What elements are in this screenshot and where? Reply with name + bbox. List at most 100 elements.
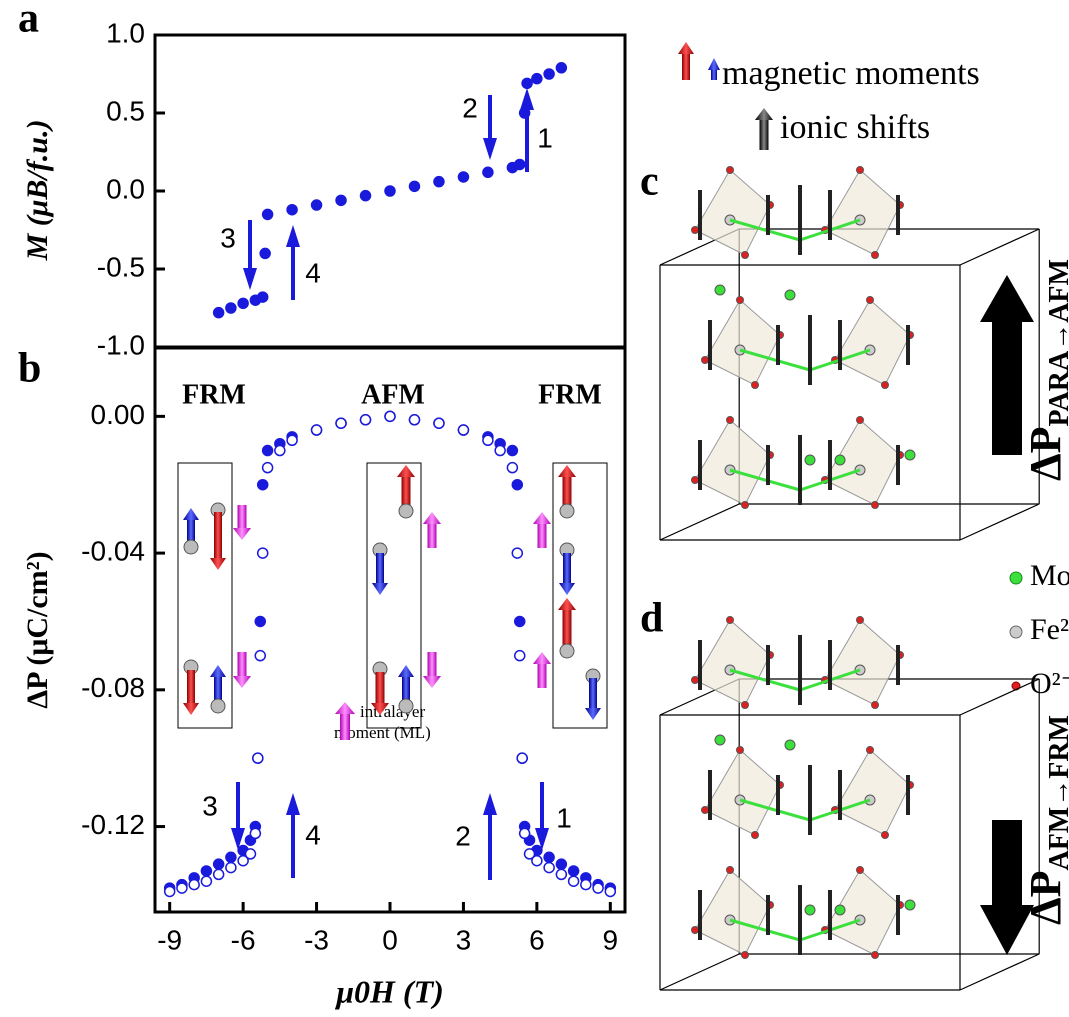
atom [692,927,699,934]
data-point [569,876,579,886]
data-point [245,849,255,859]
annotation-arrowhead [483,138,497,160]
atom [727,417,734,424]
octahedron [695,620,770,705]
spin-arrow [428,524,437,548]
data-point [312,425,322,435]
y-tick-label: -0.5 [97,251,145,282]
data-point [287,205,297,215]
figure: a b c d M (μB/f.u.) ΔP (μC/cm²) μ0H (T) … [0,0,1069,1017]
x-tick-label: 9 [603,924,619,955]
atom [905,900,915,910]
spin-arrow [563,553,571,583]
annotation: FRM [538,379,602,410]
atom [742,502,749,509]
spin-arrowhead [585,708,601,720]
data-point [605,886,615,896]
annotation-arrowhead [243,268,257,290]
atom [727,867,734,874]
octahedron [835,300,910,385]
spin-arrowhead [423,512,441,524]
x-tick-label: -3 [304,924,329,955]
data-point [258,292,268,302]
spin-arrow [187,670,195,703]
octahedron [825,620,900,705]
atom [835,455,845,465]
data-point [177,883,187,893]
data-point [483,435,493,445]
data-point [569,866,579,876]
atom [857,417,864,424]
spin-arrowhead [397,465,415,477]
data-point [263,446,273,456]
polarization-main: ΔP [1021,871,1069,925]
x-axis-label: μ0H (T) [334,973,444,1009]
y-tick-label: -0.08 [81,672,145,703]
atom [835,905,845,915]
annotation: 2 [462,92,478,123]
spin-arrow [538,664,547,688]
y-axis-label: M (μB/f.u.) [21,120,54,262]
data-point [260,248,270,258]
spin-arrow [711,70,717,80]
y-tick-label: 0.0 [106,173,145,204]
legend-marker [1010,626,1022,638]
data-point [532,856,542,866]
data-point [189,880,199,890]
inset-box [367,463,421,728]
y-axis-label: ΔP (μC/cm²) [21,551,54,708]
legend-text: ionic shifts [780,109,930,146]
panel-label: b [18,346,41,392]
atom [872,702,879,709]
data-point [226,303,236,313]
atom [867,747,874,754]
cell-edge [960,954,1039,990]
atom [905,450,915,460]
spin-arrow [538,524,547,548]
atom [715,285,725,295]
data-point [385,411,395,421]
annotation: 3 [202,790,218,821]
legend-marker [1010,572,1022,584]
atom [560,644,574,658]
atom [742,252,749,259]
x-tick-label: -6 [231,924,256,955]
annotation-arrowhead [520,88,534,110]
atom [785,290,795,300]
atom [727,617,734,624]
legend-text: O²⁻ [1030,667,1069,700]
data-point [165,886,175,896]
spin-arrow [376,672,385,703]
x-tick-label: 3 [456,924,472,955]
panel-label: d [640,596,663,642]
atom [399,504,413,518]
data-point [581,880,591,890]
y-tick-label: 1.0 [106,17,145,48]
y-tick-label: 0.00 [91,399,146,430]
spin-arrowhead [233,528,251,540]
annotation: 4 [305,819,321,850]
cell-edge [660,504,739,540]
polarization-sub: PARA→AFM [1044,259,1069,426]
annotation: 4 [305,257,321,288]
spin-arrowhead [533,512,551,524]
data-point [250,828,260,838]
atom [882,832,889,839]
annotation: 3 [220,222,236,253]
polarization-arrowhead [980,275,1034,322]
data-point [263,209,273,219]
spin-arrowhead [210,665,226,677]
spin-arrow [238,505,247,528]
data-point [512,548,522,558]
data-point [214,308,224,318]
data-point [409,181,419,191]
spin-arrow [214,512,222,558]
data-point [336,418,346,428]
legend-text: magnetic moments [722,55,980,92]
y-tick-label: 0.5 [106,95,145,126]
data-point [522,78,532,88]
spin-arrowhead [755,108,773,120]
atom [857,167,864,174]
spin-arrow [340,714,350,740]
data-point [214,859,224,869]
